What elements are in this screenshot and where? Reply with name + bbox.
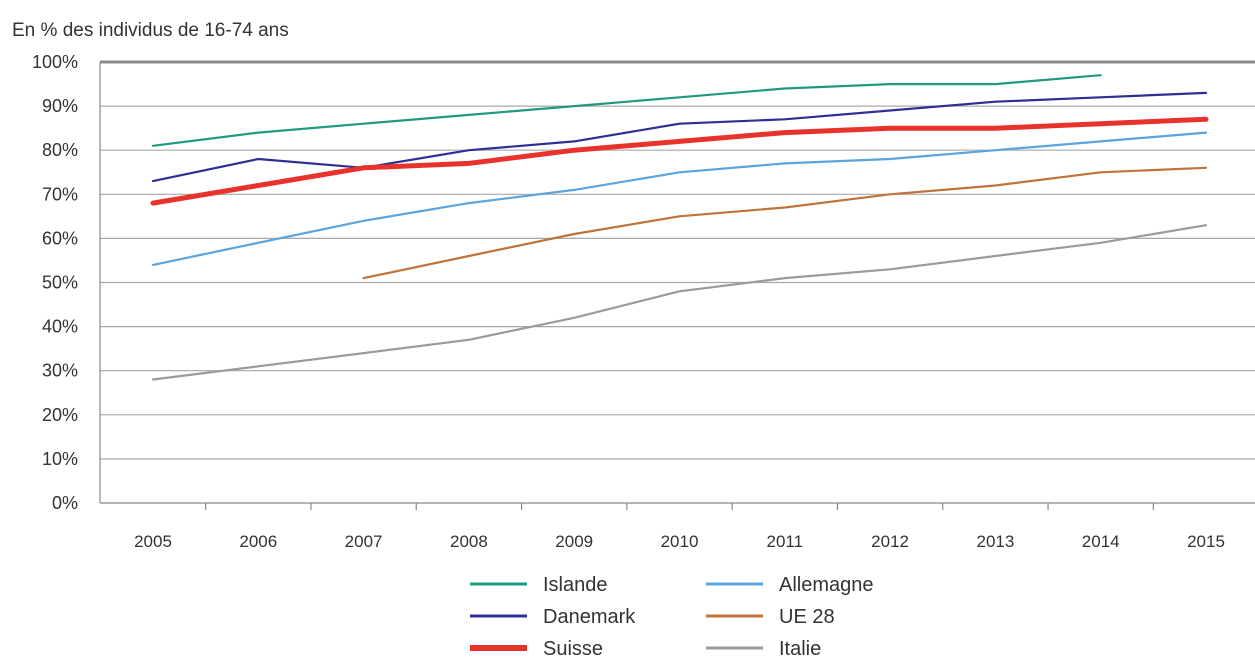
- x-tick-label: 2007: [345, 532, 383, 551]
- x-tick-label: 2009: [555, 532, 593, 551]
- series-line-suisse: [150, 116, 1209, 206]
- y-tick-label: 90%: [42, 96, 78, 116]
- x-tick-label: 2006: [239, 532, 277, 551]
- x-tick-label: 2008: [450, 532, 488, 551]
- y-tick-label: 0%: [52, 493, 78, 513]
- legend-label-allemagne: Allemagne: [779, 574, 874, 596]
- y-tick-label: 100%: [32, 52, 78, 72]
- y-tick-label: 20%: [42, 405, 78, 425]
- y-tick-label: 10%: [42, 449, 78, 469]
- chart-subtitle: En % des individus de 16-74 ans: [12, 20, 289, 41]
- series-line-italie: [151, 224, 1208, 381]
- series-line-danemark: [151, 91, 1208, 183]
- legend-label-italie: Italie: [779, 638, 821, 657]
- x-tick-label: 2010: [661, 532, 699, 551]
- y-tick-label: 40%: [42, 317, 78, 337]
- x-tick-label: 2013: [976, 532, 1014, 551]
- series-layer: [150, 74, 1209, 381]
- legend-label-suisse: Suisse: [543, 638, 603, 657]
- series-line-ue-28: [362, 166, 1208, 280]
- legend-label-danemark: Danemark: [543, 606, 636, 628]
- series-line-allemagne: [151, 131, 1208, 266]
- y-tick-label: 30%: [42, 361, 78, 381]
- x-tick-label: 2005: [134, 532, 172, 551]
- y-tick-label: 50%: [42, 273, 78, 293]
- x-tick-label: 2011: [767, 532, 804, 551]
- legend: Islande Danemark Suisse Allemagne UE 28 Itali…: [470, 574, 874, 657]
- y-tick-label: 70%: [42, 184, 78, 204]
- x-tick-label: 2015: [1187, 532, 1225, 551]
- y-tick-label: 60%: [42, 228, 78, 248]
- x-tick-label: 2012: [871, 532, 909, 551]
- grid-layer: [100, 60, 1255, 460]
- legend-label-ue-28: UE 28: [779, 606, 835, 628]
- x-tick-label: 2014: [1082, 532, 1120, 551]
- series-line-islande: [151, 74, 1102, 147]
- axis-layer: 0% 10% 20% 30% 40% 50% 60% 70% 80% 90% 100% 2005 200…: [32, 52, 1255, 551]
- legend-label-islande: Islande: [543, 574, 608, 596]
- y-tick-label: 80%: [42, 140, 78, 160]
